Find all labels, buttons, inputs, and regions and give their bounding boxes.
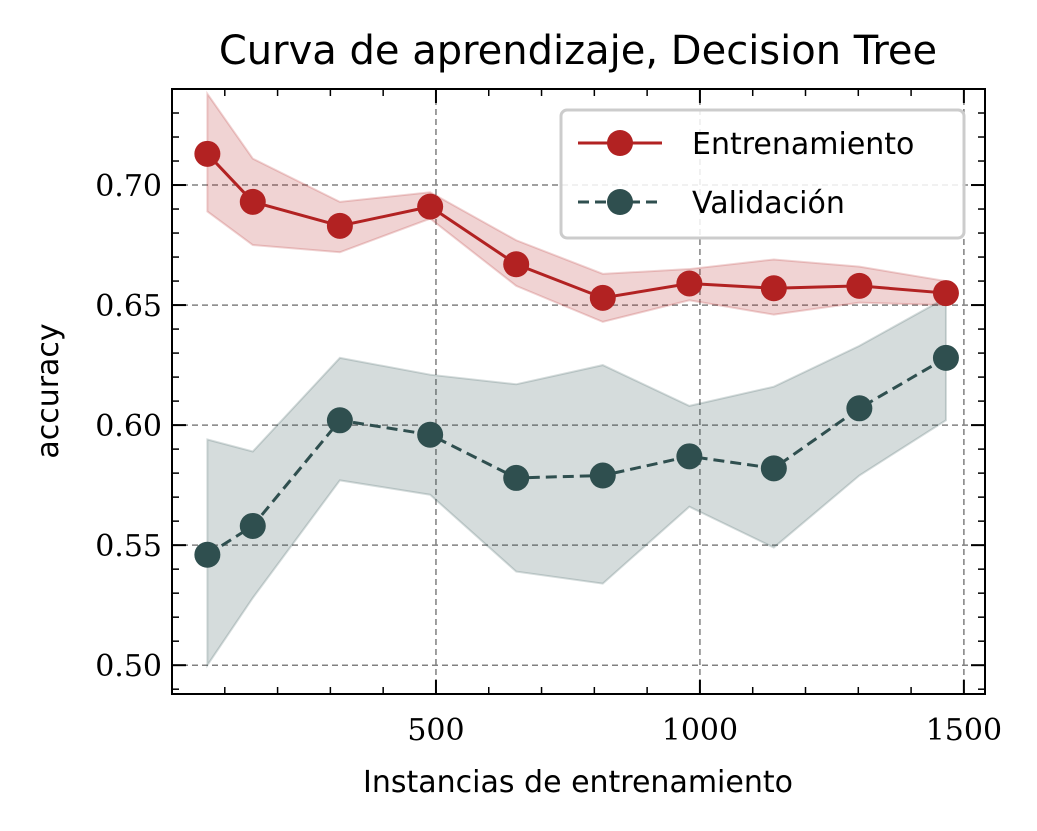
point-validacion-7	[760, 455, 787, 482]
legend-marker-entrenamiento	[607, 130, 633, 156]
point-entrenamiento-6	[676, 270, 703, 297]
point-validacion-6	[676, 443, 703, 470]
x-tick-label-1500: 1500	[926, 713, 1002, 748]
y-tick-label-0-50: 0.50	[95, 649, 162, 684]
point-entrenamiento-0	[194, 140, 221, 167]
y-axis-label: accuracy	[31, 323, 66, 458]
x-tick-label-1000: 1000	[662, 713, 738, 748]
y-tick-label-0-55: 0.55	[95, 529, 162, 564]
chart-title: Curva de aprendizaje, Decision Tree	[219, 28, 937, 74]
point-validacion-2	[326, 407, 353, 434]
point-validacion-0	[194, 541, 221, 568]
point-entrenamiento-5	[589, 284, 616, 311]
plot-frame	[171, 88, 986, 695]
legend-label-validacion: Validación	[692, 186, 845, 221]
point-entrenamiento-1	[239, 188, 266, 215]
series-markers	[194, 140, 959, 568]
point-entrenamiento-9	[932, 280, 959, 307]
y-tick-label-0-60: 0.60	[95, 409, 162, 444]
point-validacion-1	[239, 512, 266, 539]
legend-label-entrenamiento: Entrenamiento	[692, 127, 914, 162]
point-validacion-4	[503, 464, 530, 491]
point-entrenamiento-7	[760, 275, 787, 302]
point-entrenamiento-8	[846, 272, 873, 299]
y-tick-label-0-65: 0.65	[95, 289, 162, 324]
line-validacion	[206, 356, 947, 557]
point-entrenamiento-3	[417, 193, 444, 220]
point-validacion-9	[932, 344, 959, 371]
y-tick-label-0-70: 0.70	[95, 169, 162, 204]
point-entrenamiento-4	[503, 251, 530, 278]
legend-marker-validacion	[607, 189, 633, 215]
point-validacion-5	[589, 462, 616, 489]
band-validacion	[206, 296, 947, 669]
legend: Entrenamiento Validación	[559, 108, 966, 240]
x-tick-label-500: 500	[407, 713, 464, 748]
series-lines	[206, 152, 947, 557]
line-entrenamiento	[206, 152, 947, 300]
point-entrenamiento-2	[326, 212, 353, 239]
tick-labels: 500 1000 1500 0.50 0.55 0.60 0.65 0.70	[95, 169, 1002, 748]
point-validacion-3	[417, 421, 444, 448]
point-validacion-8	[846, 395, 873, 422]
x-axis-label: Instancias de entrenamiento	[363, 765, 793, 800]
